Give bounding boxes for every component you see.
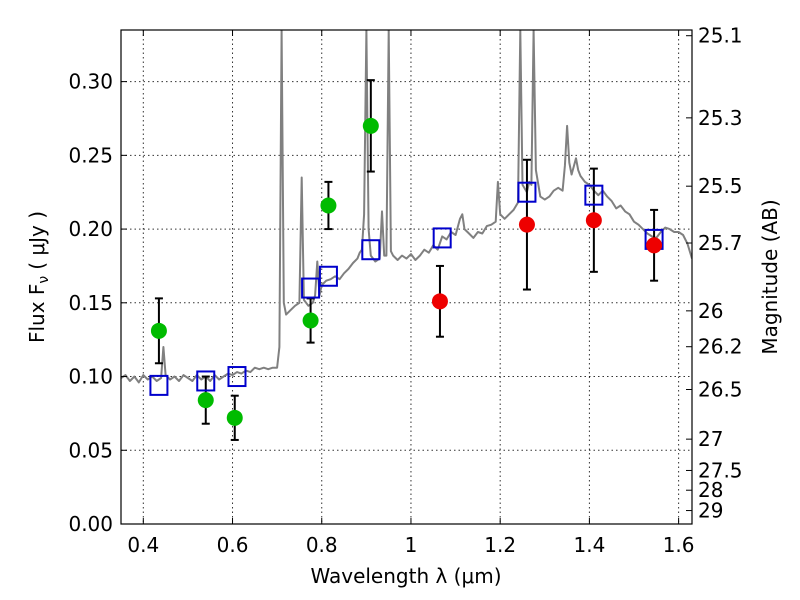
magnitude-tick-label: 29 — [698, 499, 723, 523]
y-axis-title-unit: ( μJy ) — [25, 211, 49, 270]
model-point — [149, 374, 169, 396]
magnitude-tick-label: 25.7 — [698, 231, 743, 255]
y-tick-label: 0.05 — [68, 438, 113, 462]
x-axis-ticks: 0.4 0.6 0.8 1 1.2 1.4 1.6 — [127, 30, 695, 557]
data-point — [197, 392, 214, 409]
y-tick-label: 0.10 — [68, 365, 113, 389]
plot-area — [121, 30, 692, 441]
data-point — [150, 322, 167, 339]
observed-photometry-circles — [150, 117, 663, 426]
data-point — [226, 409, 243, 426]
y-tick-label: 0.30 — [68, 70, 113, 94]
data-point — [518, 216, 535, 233]
y-tick-label: 0.00 — [68, 512, 113, 536]
model-point — [301, 277, 321, 299]
model-point — [318, 265, 338, 287]
x-tick-label: 1.4 — [573, 533, 605, 557]
magnitude-tick-label: 27 — [698, 427, 723, 451]
x-axis-title: Wavelength λ (μm) — [310, 564, 501, 588]
data-point — [320, 197, 337, 214]
magnitude-tick-label: 25.3 — [698, 106, 743, 130]
magnitude-tick-label: 26.5 — [698, 378, 743, 402]
y-axis-title-main: Flux F — [25, 284, 49, 343]
model-point — [517, 181, 537, 203]
x-tick-label: 0.6 — [217, 533, 249, 557]
model-point — [227, 366, 247, 388]
x-tick-label: 0.4 — [127, 533, 159, 557]
y-tick-label: 0.25 — [68, 143, 113, 167]
model-point — [361, 239, 381, 261]
model-point — [432, 227, 452, 249]
data-point — [646, 237, 663, 254]
x-tick-label: 1.2 — [484, 533, 516, 557]
magnitude-tick-label: 25.5 — [698, 174, 743, 198]
x-tick-label: 1 — [405, 533, 418, 557]
x-tick-label: 0.8 — [306, 533, 338, 557]
model-photometry-squares — [149, 181, 664, 396]
y-tick-label: 0.20 — [68, 217, 113, 241]
x-tick-label: 1.6 — [663, 533, 695, 557]
magnitude-tick-label: 26.2 — [698, 335, 743, 359]
data-point — [302, 312, 319, 329]
magnitude-tick-label: 28 — [698, 478, 723, 502]
model-point — [584, 184, 604, 206]
y-axis-title: Flux Fν ( μJy ) — [25, 211, 52, 343]
data-point — [362, 117, 379, 134]
magnitude-tick-label: 27.5 — [698, 458, 743, 482]
y-axis-ticks: 0.00 0.05 0.10 0.15 0.20 0.25 0.30 — [68, 70, 127, 536]
plot-frame — [120, 29, 693, 525]
gridlines — [121, 30, 692, 525]
y-tick-label: 0.15 — [68, 291, 113, 315]
model-point — [196, 370, 216, 392]
data-point — [431, 293, 448, 310]
magnitude-axis-title: Magnitude (AB) — [758, 199, 782, 354]
model-spectrum-line — [121, 30, 692, 384]
data-point — [585, 212, 602, 229]
magnitude-tick-label: 25.1 — [698, 24, 743, 48]
y-axis-title-subscript: ν — [36, 276, 52, 284]
magnitude-tick-label: 26 — [698, 299, 723, 323]
